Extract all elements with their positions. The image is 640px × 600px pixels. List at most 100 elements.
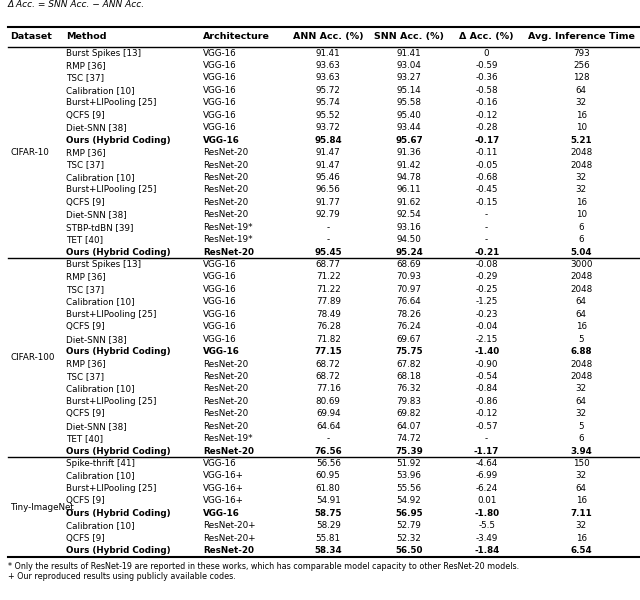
Text: Avg. Inference Time: Avg. Inference Time <box>528 32 635 41</box>
Text: -4.64: -4.64 <box>476 459 498 468</box>
Text: -5.5: -5.5 <box>478 521 495 530</box>
Text: 71.82: 71.82 <box>316 335 340 344</box>
Text: -2.15: -2.15 <box>476 335 498 344</box>
Text: 93.63: 93.63 <box>316 73 340 82</box>
Text: 58.29: 58.29 <box>316 521 340 530</box>
Text: VGG-16: VGG-16 <box>204 509 240 518</box>
Text: 69.82: 69.82 <box>397 409 421 418</box>
Text: TSC [37]: TSC [37] <box>66 285 104 294</box>
Text: 95.45: 95.45 <box>314 248 342 257</box>
Text: ANN Acc. (%): ANN Acc. (%) <box>293 32 364 41</box>
Text: TET [40]: TET [40] <box>66 235 103 244</box>
Text: SNN Acc. (%): SNN Acc. (%) <box>374 32 444 41</box>
Text: 76.56: 76.56 <box>314 446 342 455</box>
Text: Ours (Hybrid Coding): Ours (Hybrid Coding) <box>66 347 170 356</box>
Text: 91.47: 91.47 <box>316 148 340 157</box>
Text: ResNet-20: ResNet-20 <box>204 409 248 418</box>
Text: Burst+LIPooling [25]: Burst+LIPooling [25] <box>66 185 156 194</box>
Text: -0.17: -0.17 <box>474 136 499 145</box>
Text: 0: 0 <box>484 49 490 58</box>
Text: VGG-16: VGG-16 <box>204 322 237 331</box>
Text: Burst+LIPooling [25]: Burst+LIPooling [25] <box>66 397 156 406</box>
Text: RMP [36]: RMP [36] <box>66 61 106 70</box>
Text: 0.01: 0.01 <box>477 496 497 505</box>
Text: TET [40]: TET [40] <box>66 434 103 443</box>
Text: QCFS [9]: QCFS [9] <box>66 496 104 505</box>
Text: 5.21: 5.21 <box>570 136 592 145</box>
Text: 91.62: 91.62 <box>397 198 421 207</box>
Text: 6: 6 <box>579 235 584 244</box>
Text: Ours (Hybrid Coding): Ours (Hybrid Coding) <box>66 136 170 145</box>
Text: ResNet-20: ResNet-20 <box>204 372 248 381</box>
Text: 64: 64 <box>576 298 587 307</box>
Text: 54.91: 54.91 <box>316 496 340 505</box>
Text: Ours (Hybrid Coding): Ours (Hybrid Coding) <box>66 446 170 455</box>
Text: 32: 32 <box>576 385 587 394</box>
Text: 56.56: 56.56 <box>316 459 340 468</box>
Text: ResNet-20+: ResNet-20+ <box>204 533 256 542</box>
Text: 68.77: 68.77 <box>316 260 340 269</box>
Text: Ours (Hybrid Coding): Ours (Hybrid Coding) <box>66 509 170 518</box>
Text: ResNet-20: ResNet-20 <box>204 385 248 394</box>
Text: -: - <box>485 223 488 232</box>
Text: 92.79: 92.79 <box>316 210 340 219</box>
Text: VGG-16: VGG-16 <box>204 49 237 58</box>
Text: Calibration [10]: Calibration [10] <box>66 86 134 95</box>
Text: 2048: 2048 <box>570 285 593 294</box>
Text: 93.63: 93.63 <box>316 61 340 70</box>
Text: 5: 5 <box>579 335 584 344</box>
Text: QCFS [9]: QCFS [9] <box>66 198 104 207</box>
Text: 16: 16 <box>576 198 587 207</box>
Text: -0.21: -0.21 <box>474 248 499 257</box>
Text: Diet-SNN [38]: Diet-SNN [38] <box>66 335 127 344</box>
Text: 3000: 3000 <box>570 260 593 269</box>
Text: 128: 128 <box>573 73 589 82</box>
Text: 71.22: 71.22 <box>316 285 340 294</box>
Text: 32: 32 <box>576 185 587 194</box>
Text: Diet-SNN [38]: Diet-SNN [38] <box>66 422 127 431</box>
Text: 79.83: 79.83 <box>397 397 422 406</box>
Text: Burst+LIPooling [25]: Burst+LIPooling [25] <box>66 310 156 319</box>
Text: -0.29: -0.29 <box>476 272 498 281</box>
Text: 76.24: 76.24 <box>397 322 421 331</box>
Text: 96.11: 96.11 <box>397 185 421 194</box>
Text: ResNet-20: ResNet-20 <box>204 198 248 207</box>
Text: -6.24: -6.24 <box>476 484 498 493</box>
Text: -0.28: -0.28 <box>476 123 498 132</box>
Text: 95.58: 95.58 <box>397 98 422 107</box>
Text: -: - <box>326 434 330 443</box>
Text: VGG-16: VGG-16 <box>204 73 237 82</box>
Text: 69.94: 69.94 <box>316 409 340 418</box>
Text: 16: 16 <box>576 496 587 505</box>
Text: 32: 32 <box>576 98 587 107</box>
Text: -0.90: -0.90 <box>476 359 498 368</box>
Text: 76.28: 76.28 <box>316 322 340 331</box>
Text: 91.36: 91.36 <box>397 148 421 157</box>
Text: 64: 64 <box>576 484 587 493</box>
Text: VGG-16: VGG-16 <box>204 310 237 319</box>
Text: 77.16: 77.16 <box>316 385 340 394</box>
Text: VGG-16+: VGG-16+ <box>204 496 244 505</box>
Text: 67.82: 67.82 <box>397 359 422 368</box>
Text: -0.36: -0.36 <box>476 73 498 82</box>
Text: -0.58: -0.58 <box>476 86 498 95</box>
Text: Dataset: Dataset <box>10 32 52 41</box>
Text: 93.04: 93.04 <box>397 61 422 70</box>
Text: -0.59: -0.59 <box>476 61 498 70</box>
Text: 91.47: 91.47 <box>316 161 340 170</box>
Text: -0.12: -0.12 <box>476 111 498 120</box>
Text: 64.07: 64.07 <box>397 422 422 431</box>
Text: -0.25: -0.25 <box>476 285 498 294</box>
Text: 68.72: 68.72 <box>316 359 340 368</box>
Text: -1.80: -1.80 <box>474 509 499 518</box>
Text: 150: 150 <box>573 459 589 468</box>
Text: 256: 256 <box>573 61 589 70</box>
Text: VGG-16: VGG-16 <box>204 347 240 356</box>
Text: 71.22: 71.22 <box>316 272 340 281</box>
Text: TSC [37]: TSC [37] <box>66 372 104 381</box>
Text: CIFAR-10: CIFAR-10 <box>10 148 49 157</box>
Text: -0.16: -0.16 <box>476 98 498 107</box>
Text: -0.23: -0.23 <box>476 310 498 319</box>
Text: VGG-16: VGG-16 <box>204 98 237 107</box>
Text: VGG-16: VGG-16 <box>204 111 237 120</box>
